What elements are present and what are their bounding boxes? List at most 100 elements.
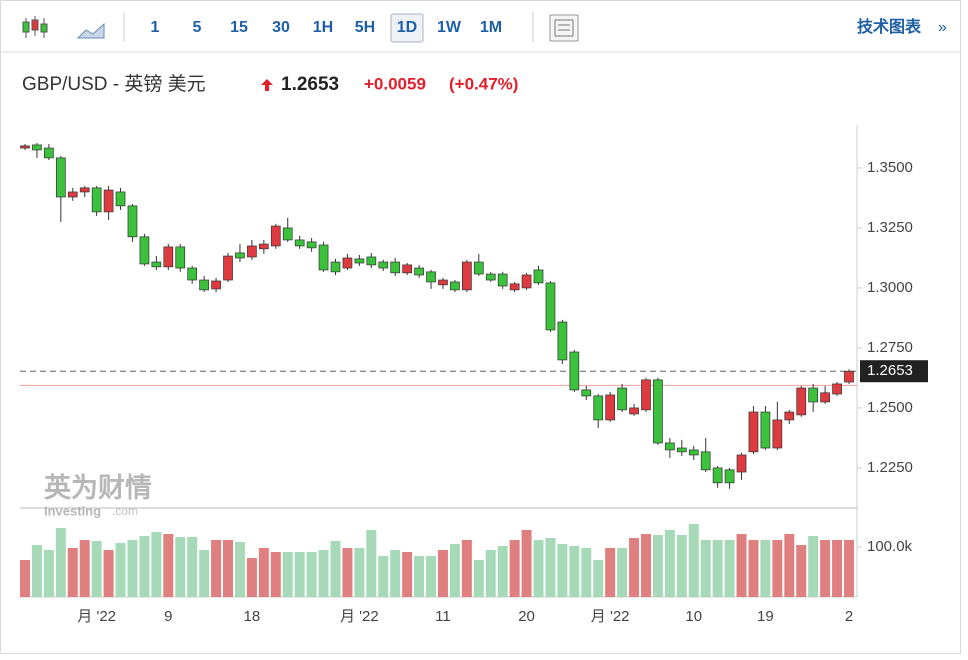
interval-button[interactable]: 1M <box>480 19 502 36</box>
candle-body <box>187 267 198 281</box>
candle-body <box>820 392 830 403</box>
candle-body <box>581 389 592 397</box>
volume-bar <box>354 548 365 597</box>
candle-body <box>569 351 580 391</box>
change-pct: (+0.47%) <box>449 74 518 93</box>
volume-bar <box>796 545 807 597</box>
volume-bar <box>844 540 854 597</box>
volume-bar <box>402 552 413 597</box>
candle-icon[interactable] <box>22 16 48 38</box>
candle-body <box>318 244 329 271</box>
candle-body <box>151 261 162 268</box>
x-tick-label: 9 <box>164 608 172 625</box>
volume-bar <box>593 560 604 597</box>
candle-body <box>700 451 711 471</box>
candle-body <box>473 261 484 275</box>
candle-body <box>258 243 269 250</box>
volume-bar <box>772 540 783 597</box>
candle-body <box>44 147 54 159</box>
y-tick-label: 1.2250 <box>867 459 913 476</box>
candle-body <box>390 261 401 274</box>
volume-bar <box>808 536 819 597</box>
candle-body <box>79 187 90 193</box>
volume-bar <box>103 550 114 597</box>
candle-body <box>223 255 233 281</box>
change: +0.0059 <box>364 74 426 93</box>
volume-bar <box>151 532 162 597</box>
candle-body <box>67 191 78 198</box>
y-tick-label: 1.3500 <box>867 159 913 176</box>
volume-bar <box>832 540 843 597</box>
volume-tick-label: 100.0k <box>867 538 913 555</box>
tech-chart-link[interactable]: 技术图表 <box>857 17 922 36</box>
volume-bar <box>652 535 663 597</box>
candle-body <box>712 467 723 484</box>
volume-bar <box>20 560 30 597</box>
volume-bar <box>676 535 687 597</box>
candle-body <box>199 279 209 291</box>
volume-bar <box>437 550 448 597</box>
candle-body <box>103 189 114 213</box>
y-tick-label: 1.3250 <box>867 219 913 236</box>
volume-bar <box>366 530 377 597</box>
volume-bar <box>784 534 795 597</box>
volume-bar <box>521 530 532 597</box>
candle-body <box>736 454 747 473</box>
candle-body <box>653 379 663 444</box>
interval-button[interactable]: 5H <box>355 19 375 36</box>
x-tick-label: 月 '22 <box>591 608 630 625</box>
candle-body <box>32 144 42 151</box>
candle-body <box>342 257 353 269</box>
candle-body <box>832 383 842 395</box>
candle-body <box>211 280 221 290</box>
candle-body <box>402 264 412 274</box>
candle-body <box>688 449 699 456</box>
interval-button[interactable]: 1H <box>313 19 333 36</box>
volume-bar <box>461 540 472 597</box>
interval-button[interactable]: 1 <box>151 19 160 36</box>
volume-bar <box>79 540 90 597</box>
candle-body <box>139 236 150 265</box>
volume-bar <box>139 536 150 597</box>
candle-body <box>115 191 126 207</box>
interval-button[interactable]: 5 <box>193 19 202 36</box>
interval-selected <box>390 13 424 43</box>
interval-button[interactable]: 15 <box>230 19 248 36</box>
candle-body <box>235 252 245 259</box>
interval-button[interactable]: 1D <box>397 19 417 36</box>
candle-body <box>127 205 138 238</box>
candle-body <box>294 239 305 247</box>
symbol: GBP/USD - 英镑 美元 <box>22 73 206 95</box>
last-price-box <box>860 360 928 383</box>
candle-body <box>617 387 627 411</box>
watermark-domain: .com <box>112 504 138 518</box>
volume-bar <box>760 540 771 597</box>
x-tick-label: 20 <box>518 608 535 625</box>
layout-icon[interactable] <box>549 14 579 42</box>
volume-bar <box>748 540 759 597</box>
watermark-site: Investing <box>44 503 101 518</box>
volume-bar <box>223 540 234 597</box>
volume-bar <box>127 540 138 597</box>
candle-body <box>593 395 604 421</box>
candle-body <box>808 387 819 403</box>
y-tick-label: 1.2500 <box>867 399 913 416</box>
candle-body <box>247 245 257 258</box>
x-tick-label: 19 <box>757 608 774 625</box>
volume-bar <box>640 534 651 597</box>
x-tick-label: 2 <box>845 608 853 625</box>
candle-body <box>796 387 807 416</box>
volume-bar <box>569 546 580 597</box>
volume-bar <box>246 558 257 597</box>
interval-button[interactable]: 30 <box>272 19 290 36</box>
interval-button[interactable]: 1W <box>437 19 462 36</box>
candle-body <box>270 225 281 247</box>
area-icon[interactable] <box>76 22 105 39</box>
candle-body <box>557 321 568 361</box>
candle-body <box>438 279 448 286</box>
link-arrow[interactable]: » <box>938 19 947 36</box>
candle-body <box>509 283 520 291</box>
volume-bar <box>306 552 317 597</box>
candle-body <box>545 282 556 331</box>
